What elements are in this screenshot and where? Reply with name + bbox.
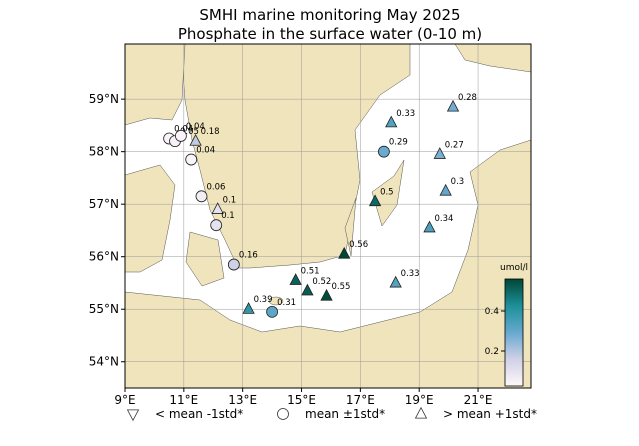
y-tick-label: 59°N — [89, 92, 119, 106]
colorbar-tick-label: 0.2 — [485, 347, 499, 357]
land — [125, 44, 531, 388]
colorbar-tick-label: 0.4 — [485, 307, 500, 317]
x-tick-label: 9°E — [114, 393, 135, 407]
station-marker — [266, 305, 279, 318]
x-tick-label: 15°E — [287, 393, 316, 407]
station-marker — [242, 302, 255, 314]
station-value-label: 0.05 — [180, 127, 199, 137]
x-tick-label: 13°E — [228, 393, 257, 407]
station-value-label: 0.33 — [396, 109, 415, 119]
legend-label: > mean +1std* — [443, 407, 537, 421]
station-value-label: 0.56 — [349, 240, 368, 250]
station-value-label: 0.18 — [201, 127, 220, 137]
station-value-label: 0.06 — [206, 182, 225, 192]
legend-marker — [414, 406, 428, 419]
station-value-label: 0.04 — [186, 122, 205, 132]
station-marker — [227, 258, 240, 271]
legend: < mean -1std* mean ±1std* > mean +1std* — [126, 406, 537, 422]
station-marker — [185, 153, 198, 166]
station-marker — [189, 133, 202, 146]
station-marker — [289, 273, 302, 285]
legend-label: < mean -1std* — [155, 407, 243, 421]
station-marker — [385, 115, 398, 128]
station-marker — [389, 275, 402, 288]
station-value-label: 0.1 — [223, 195, 237, 205]
station-value-label: 0.5 — [380, 188, 394, 198]
station-value-label: 0.16 — [239, 251, 258, 261]
station-marker — [433, 147, 446, 159]
station-value-label: 0.04 — [196, 146, 215, 156]
title: SMHI marine monitoring May 2025 — [199, 6, 460, 24]
y-tick-label: 54°N — [89, 355, 119, 369]
y-tick-label: 58°N — [89, 145, 119, 159]
station-marker — [446, 99, 460, 112]
station-marker — [439, 183, 452, 196]
station-value-label: 0.28 — [458, 93, 477, 103]
station-value-label: 0.29 — [389, 138, 408, 148]
station-marker — [210, 219, 223, 232]
x-tick-label: 17°E — [346, 393, 375, 407]
y-tick-label: 56°N — [89, 250, 119, 264]
colorbar — [504, 278, 524, 387]
x-tick-label: 21°E — [464, 393, 493, 407]
station-value-label: 0.51 — [301, 266, 320, 276]
y-tick-label: 55°N — [89, 302, 119, 316]
station-marker — [301, 283, 314, 296]
stations: 0.040.050.040.180.040.060.10.10.160.39 0.… — [163, 93, 477, 318]
y-tick-label: 57°N — [89, 197, 119, 211]
map-frame — [124, 43, 532, 389]
legend-marker — [126, 409, 140, 422]
legend-marker — [277, 408, 289, 420]
station-marker — [195, 190, 208, 203]
station-marker — [377, 145, 390, 158]
station-value-label: 0.55 — [332, 282, 351, 292]
station-value-label: 0.52 — [312, 277, 331, 287]
station-value-label: 0.33 — [401, 269, 420, 279]
station-marker — [174, 130, 187, 142]
colorbar-label: umol/l — [500, 263, 528, 273]
station-marker — [211, 202, 224, 214]
station-marker — [320, 288, 333, 301]
station-value-label: 0.04 — [174, 125, 193, 135]
station-value-label: 0.3 — [451, 177, 465, 187]
legend-label: mean ±1std* — [305, 407, 385, 421]
station-marker — [423, 220, 436, 233]
grid — [125, 44, 531, 388]
subtitle: Phosphate in the surface water (0-10 m) — [178, 25, 482, 43]
station-marker — [338, 246, 351, 259]
x-tick-label: 19°E — [405, 393, 434, 407]
station-value-label: 0.34 — [435, 214, 454, 224]
station-marker — [368, 194, 382, 207]
x-tick-label: 11°E — [169, 393, 198, 407]
station-value-label: 0.31 — [277, 298, 296, 308]
station-value-label: 0.27 — [445, 140, 464, 150]
station-value-label: 0.39 — [254, 295, 273, 305]
station-value-label: 0.1 — [221, 211, 235, 221]
